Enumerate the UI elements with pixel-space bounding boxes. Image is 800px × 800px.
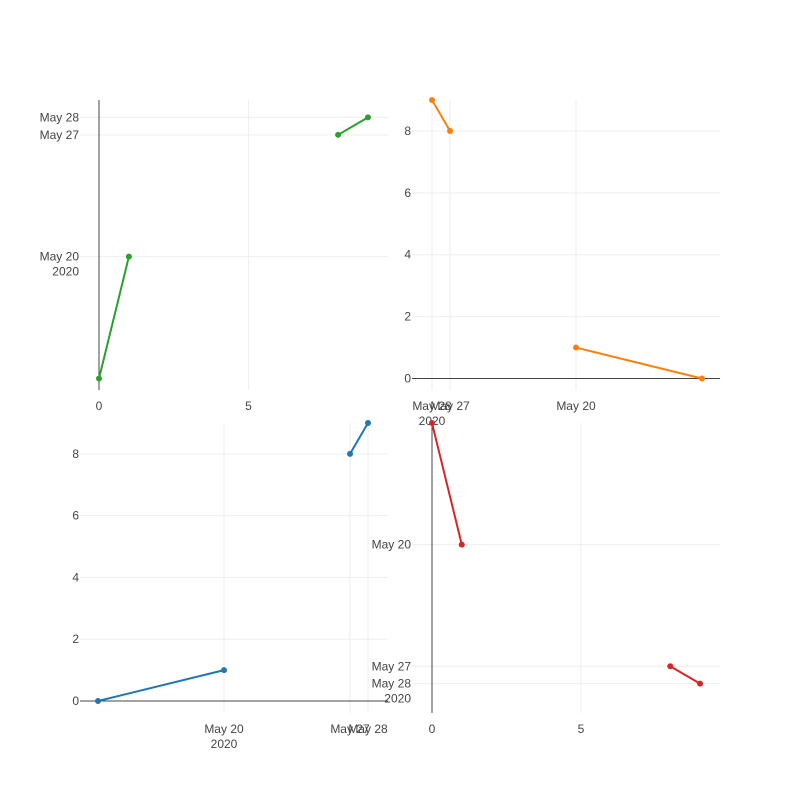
y-tick-label: May 28 — [372, 677, 412, 691]
x-tick-label: May 27 — [330, 722, 370, 736]
data-point[interactable] — [364, 114, 371, 121]
data-point[interactable] — [458, 541, 465, 548]
y-tick-label: May 28 — [40, 110, 80, 124]
y-tick-label: May 27 — [40, 128, 80, 142]
x-tick-label: 5 — [578, 722, 585, 736]
y-tick-sublabel: 2020 — [52, 265, 79, 279]
y-tick-label: 6 — [404, 186, 411, 200]
data-point[interactable] — [429, 97, 435, 103]
data-point[interactable] — [429, 420, 435, 426]
y-tick-label: May 20 — [372, 538, 412, 552]
data-point[interactable] — [335, 131, 342, 138]
y-tick-label: 6 — [72, 509, 79, 523]
series-segment — [431, 422, 463, 545]
y-tick-label: May 27 — [372, 659, 412, 673]
data-point[interactable] — [125, 253, 132, 260]
data-point[interactable] — [365, 420, 371, 426]
y-tick-label: May 20 — [40, 250, 80, 264]
x-tick-label: 0 — [96, 399, 103, 413]
y-tick-label: 8 — [404, 124, 411, 138]
x-tick-label: May 20 — [204, 722, 244, 736]
data-point[interactable] — [699, 375, 705, 382]
x-tick-label: May 20 — [556, 399, 596, 413]
x-tick-label: 5 — [245, 399, 252, 413]
x-tick-label: May 28 — [412, 399, 452, 413]
y-tick-label: 4 — [72, 570, 79, 584]
y-tick-label: 4 — [404, 248, 411, 262]
x-tick-label: 0 — [429, 722, 436, 736]
series-segment — [349, 422, 369, 455]
x-tick-label: May 28 — [348, 722, 388, 736]
data-point[interactable] — [221, 667, 227, 674]
data-point[interactable] — [667, 663, 674, 670]
data-point[interactable] — [573, 344, 579, 351]
series-segment — [431, 99, 451, 132]
y-tick-label: 0 — [404, 372, 411, 386]
y-tick-label: 2 — [72, 632, 79, 646]
series-segment — [97, 669, 225, 702]
series-segment — [98, 256, 130, 379]
y-tick-sublabel: 2020 — [384, 692, 411, 706]
y-tick-label: 8 — [72, 447, 79, 461]
series-segment — [337, 116, 369, 136]
series-segment — [575, 346, 703, 380]
data-point[interactable] — [447, 127, 453, 134]
y-tick-label: 0 — [72, 694, 79, 708]
data-point[interactable] — [697, 680, 704, 687]
series-segment — [669, 665, 701, 685]
x-tick-sublabel: 2020 — [211, 737, 238, 751]
x-tick-label: May 27 — [430, 399, 470, 413]
data-point[interactable] — [347, 450, 353, 457]
data-point[interactable] — [95, 698, 101, 704]
y-tick-label: 2 — [404, 310, 411, 324]
data-point[interactable] — [96, 375, 102, 382]
